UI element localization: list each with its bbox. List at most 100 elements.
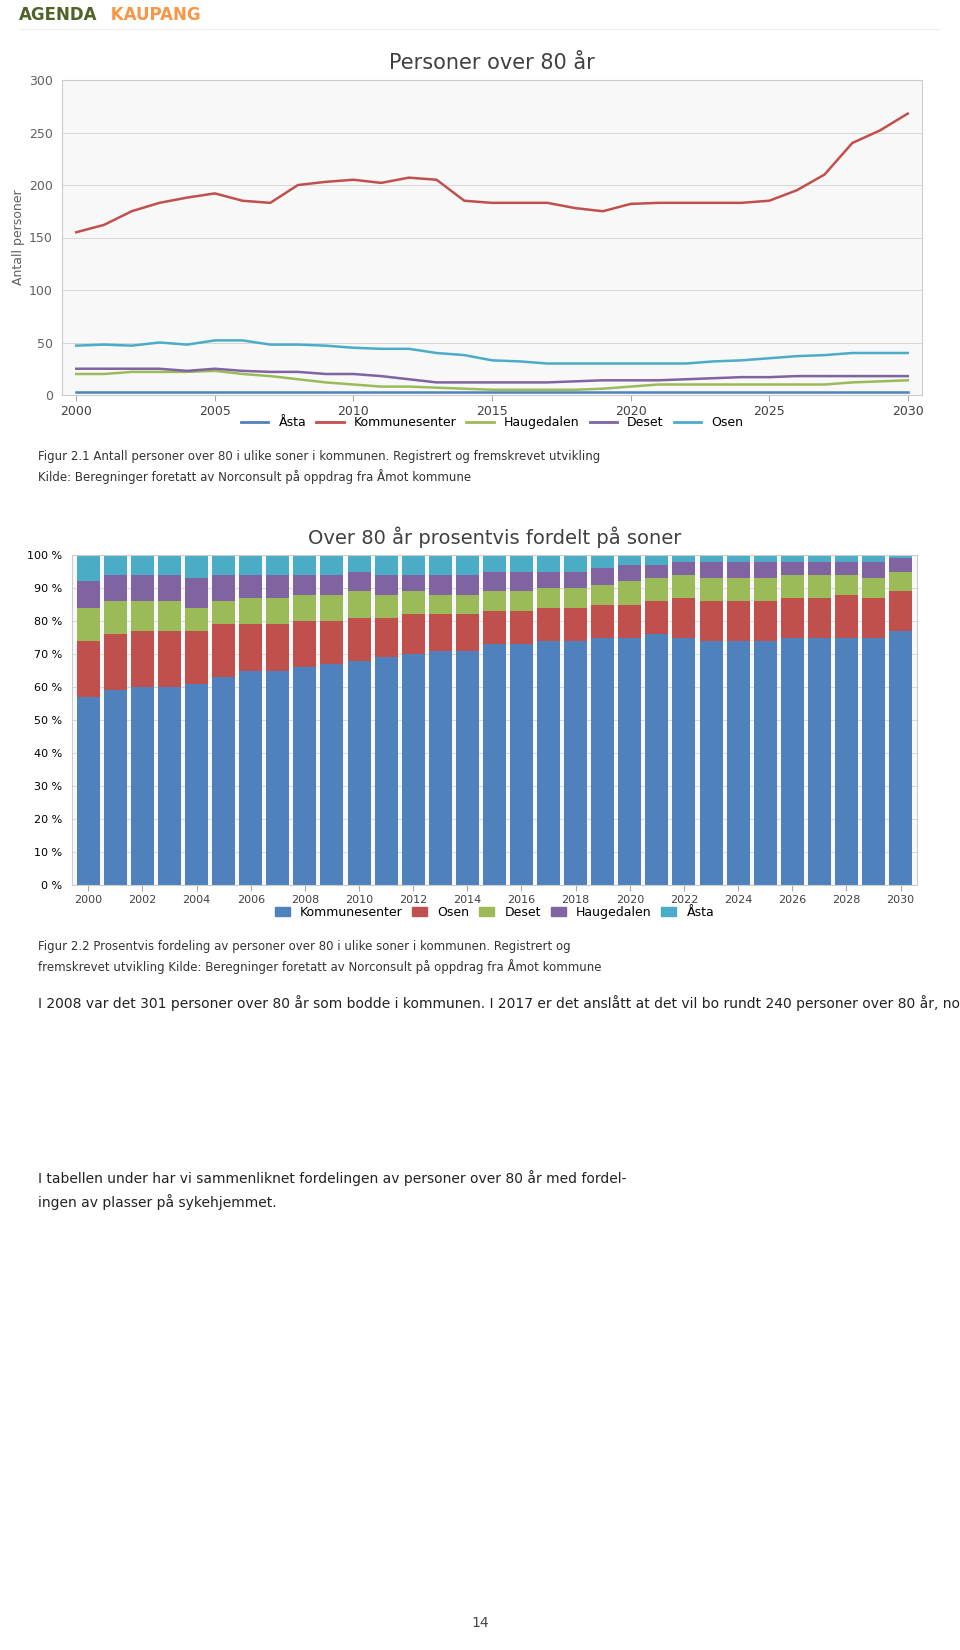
Deset bbox=[569, 371, 581, 391]
Kommunesenter bbox=[431, 170, 443, 190]
Bar bbox=[212, 601, 235, 624]
Haugedalen bbox=[126, 361, 137, 381]
Bar bbox=[239, 670, 262, 884]
Åsta bbox=[403, 381, 415, 401]
Kommunesenter bbox=[486, 193, 497, 213]
Kommunesenter bbox=[292, 175, 303, 195]
Bar bbox=[510, 644, 533, 884]
Bar bbox=[401, 591, 424, 614]
Bar bbox=[807, 554, 830, 561]
Bar bbox=[754, 578, 777, 601]
Haugedalen bbox=[403, 376, 415, 396]
Deset bbox=[375, 366, 387, 386]
Osen bbox=[348, 338, 359, 358]
Bar bbox=[672, 637, 695, 884]
Bar bbox=[483, 610, 506, 644]
Åsta bbox=[154, 381, 165, 401]
Text: I tabellen under har vi sammenliknet fordelingen av personer over 80 år med ford: I tabellen under har vi sammenliknet for… bbox=[38, 1170, 627, 1209]
Bar bbox=[374, 594, 397, 617]
Bar bbox=[401, 574, 424, 591]
Bar bbox=[104, 601, 127, 634]
Haugedalen bbox=[625, 376, 636, 396]
Bar bbox=[807, 637, 830, 884]
Bar bbox=[212, 676, 235, 884]
Deset bbox=[541, 373, 553, 393]
Deset bbox=[126, 358, 137, 378]
Åsta bbox=[237, 381, 249, 401]
Haugedalen bbox=[320, 373, 331, 393]
Kommunesenter bbox=[681, 193, 692, 213]
Bar bbox=[510, 571, 533, 591]
Åsta bbox=[902, 381, 914, 401]
Osen bbox=[126, 335, 137, 355]
Deset bbox=[597, 370, 609, 389]
Bar bbox=[564, 640, 588, 884]
Deset bbox=[514, 373, 525, 393]
Osen bbox=[375, 338, 387, 358]
Deset bbox=[459, 373, 470, 393]
Bar bbox=[564, 571, 588, 587]
Åsta bbox=[819, 381, 830, 401]
Bar bbox=[158, 554, 181, 574]
Osen bbox=[819, 345, 830, 365]
Bar bbox=[537, 587, 560, 607]
Osen bbox=[653, 353, 664, 373]
Bar bbox=[185, 554, 208, 578]
Kommunesenter bbox=[847, 134, 858, 153]
Åsta bbox=[763, 381, 775, 401]
Åsta bbox=[514, 381, 525, 401]
Bar bbox=[835, 637, 858, 884]
Bar bbox=[374, 617, 397, 657]
Bar bbox=[131, 574, 154, 601]
Osen bbox=[209, 330, 221, 350]
Kommunesenter bbox=[126, 201, 137, 221]
Bar bbox=[456, 594, 479, 614]
Osen bbox=[597, 353, 609, 373]
Osen bbox=[320, 335, 331, 355]
Bar bbox=[510, 610, 533, 644]
Deset bbox=[237, 361, 249, 381]
Haugedalen bbox=[541, 380, 553, 399]
Osen bbox=[681, 353, 692, 373]
Bar bbox=[862, 637, 885, 884]
Bar bbox=[294, 667, 317, 884]
Bar bbox=[158, 574, 181, 601]
Deset bbox=[486, 373, 497, 393]
Deset bbox=[735, 368, 747, 388]
Bar bbox=[727, 601, 750, 640]
Kommunesenter bbox=[98, 214, 109, 234]
Bar bbox=[700, 601, 723, 640]
Osen bbox=[625, 353, 636, 373]
Deset bbox=[98, 358, 109, 378]
Osen bbox=[237, 330, 249, 350]
Osen bbox=[763, 348, 775, 368]
Bar bbox=[321, 620, 344, 663]
Bar bbox=[158, 601, 181, 630]
Åsta bbox=[653, 381, 664, 401]
Osen bbox=[154, 333, 165, 353]
Bar bbox=[131, 630, 154, 686]
Osen bbox=[431, 343, 443, 363]
Kommunesenter bbox=[569, 198, 581, 218]
Osen bbox=[486, 350, 497, 370]
Bar bbox=[77, 640, 100, 696]
Bar bbox=[456, 650, 479, 884]
Deset bbox=[625, 370, 636, 389]
Bar bbox=[591, 604, 614, 637]
Åsta bbox=[209, 381, 221, 401]
Osen bbox=[98, 335, 109, 355]
Bar bbox=[321, 594, 344, 620]
Kommunesenter bbox=[70, 223, 82, 243]
Åsta bbox=[320, 381, 331, 401]
Bar bbox=[537, 607, 560, 640]
Bar bbox=[483, 591, 506, 610]
Bar bbox=[483, 554, 506, 571]
Bar bbox=[862, 554, 885, 561]
Bar bbox=[77, 554, 100, 581]
Åsta bbox=[569, 381, 581, 401]
Bar bbox=[429, 650, 452, 884]
Bar bbox=[266, 574, 289, 597]
Line: Deset: Deset bbox=[76, 368, 908, 383]
Haugedalen bbox=[486, 380, 497, 399]
Åsta bbox=[625, 381, 636, 401]
